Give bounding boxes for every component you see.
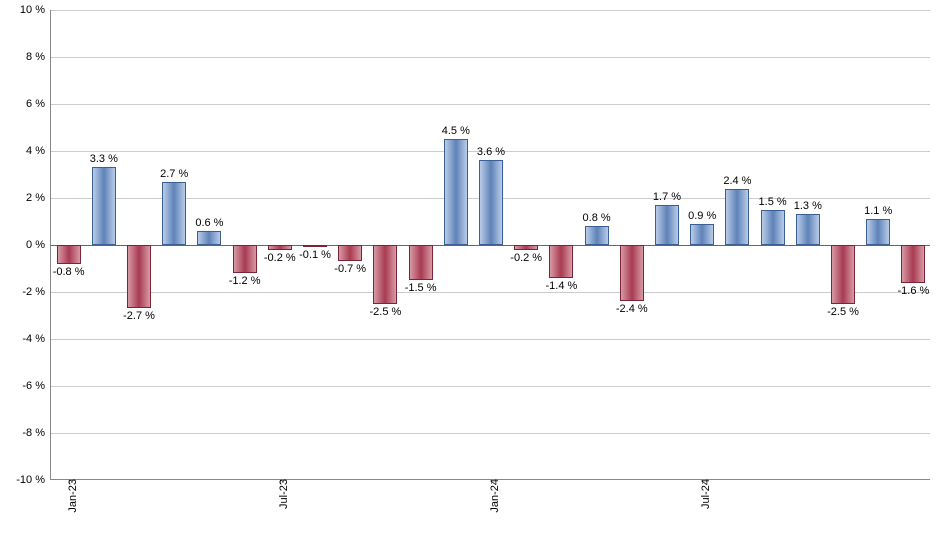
bar-value-label: -2.7 % xyxy=(123,310,155,322)
y-tick-label: 6 % xyxy=(26,98,51,110)
bar xyxy=(866,219,890,245)
grid-line xyxy=(51,104,930,105)
y-tick-label: 4 % xyxy=(26,145,51,157)
x-tick-label: Jul-24 xyxy=(692,479,712,509)
x-tick-label: Jan-23 xyxy=(59,479,79,513)
bar xyxy=(796,214,820,245)
bar-value-label: 2.4 % xyxy=(723,175,751,187)
bar xyxy=(303,245,327,247)
bar-value-label: 0.6 % xyxy=(195,217,223,229)
bar xyxy=(690,224,714,245)
bar xyxy=(92,167,116,245)
bar xyxy=(725,189,749,245)
y-tick-label: 2 % xyxy=(26,192,51,204)
bar xyxy=(761,210,785,245)
bar xyxy=(901,245,925,283)
bar-value-label: 1.3 % xyxy=(794,200,822,212)
bar xyxy=(655,205,679,245)
bar-value-label: -0.1 % xyxy=(299,249,331,261)
bar xyxy=(373,245,397,304)
bar-value-label: -1.4 % xyxy=(545,280,577,292)
x-tick-label: Jul-23 xyxy=(270,479,290,509)
bar-value-label: 2.7 % xyxy=(160,168,188,180)
bar-value-label: -1.2 % xyxy=(229,275,261,287)
bar xyxy=(831,245,855,304)
bar-value-label: -2.4 % xyxy=(616,303,648,315)
bar-value-label: 1.1 % xyxy=(864,205,892,217)
plot-area: -10 %-8 %-6 %-4 %-2 %0 %2 %4 %6 %8 %10 %… xyxy=(50,10,930,480)
bar xyxy=(585,226,609,245)
bar-value-label: 3.6 % xyxy=(477,146,505,158)
bar-value-label: -1.6 % xyxy=(897,285,929,297)
bar xyxy=(338,245,362,261)
bar xyxy=(479,160,503,245)
bar xyxy=(514,245,538,250)
x-tick-label: Jan-24 xyxy=(481,479,501,513)
bar-value-label: -0.2 % xyxy=(264,252,296,264)
bar xyxy=(197,231,221,245)
grid-line xyxy=(51,339,930,340)
bar xyxy=(57,245,81,264)
bar-value-label: 0.9 % xyxy=(688,210,716,222)
bar xyxy=(162,182,186,245)
y-tick-label: -10 % xyxy=(16,474,51,486)
bar xyxy=(409,245,433,280)
bar-value-label: 1.5 % xyxy=(759,196,787,208)
percent-bar-chart: -10 % -8 % -6 % -4 % -2 % 0 % 2 % 4 % 6 % 8 % 10 %… xyxy=(0,0,940,550)
zero-line xyxy=(51,245,930,246)
grid-line xyxy=(51,292,930,293)
y-tick-label: -8 % xyxy=(22,427,51,439)
grid-line xyxy=(51,433,930,434)
bar xyxy=(268,245,292,250)
y-tick-label: -6 % xyxy=(22,380,51,392)
grid-line xyxy=(51,57,930,58)
bar-value-label: 0.8 % xyxy=(583,212,611,224)
bar-value-label: 1.7 % xyxy=(653,191,681,203)
bar xyxy=(620,245,644,301)
y-tick-label: -2 % xyxy=(22,286,51,298)
bar-value-label: -2.5 % xyxy=(369,306,401,318)
y-tick-label: -4 % xyxy=(22,333,51,345)
y-tick-label: 10 % xyxy=(20,4,51,16)
bar xyxy=(444,139,468,245)
grid-line xyxy=(51,386,930,387)
y-tick-label: 0 % xyxy=(26,239,51,251)
bar xyxy=(233,245,257,273)
bar xyxy=(127,245,151,308)
bar-value-label: -2.5 % xyxy=(827,306,859,318)
grid-line xyxy=(51,10,930,11)
bar-value-label: -0.2 % xyxy=(510,252,542,264)
bar-value-label: -0.8 % xyxy=(53,266,85,278)
y-tick-label: 8 % xyxy=(26,51,51,63)
bar-value-label: -1.5 % xyxy=(405,282,437,294)
bar-value-label: 3.3 % xyxy=(90,153,118,165)
bar-value-label: 4.5 % xyxy=(442,125,470,137)
bar-value-label: -0.7 % xyxy=(334,263,366,275)
bar xyxy=(549,245,573,278)
